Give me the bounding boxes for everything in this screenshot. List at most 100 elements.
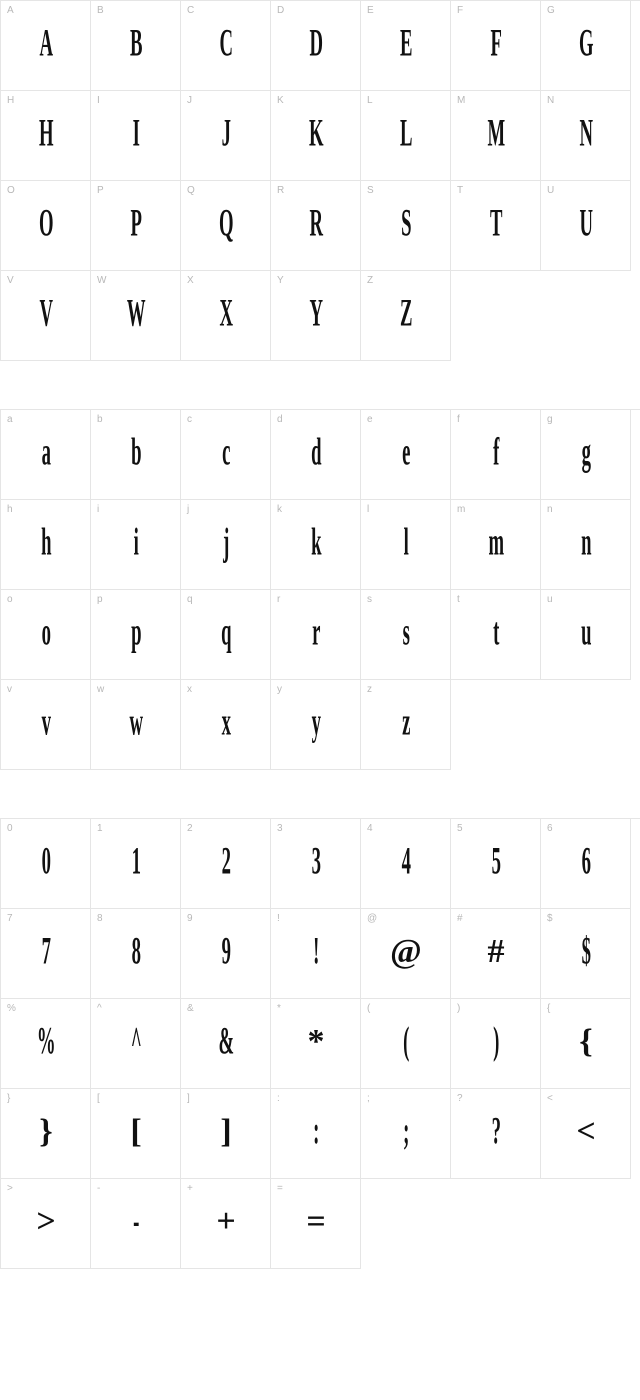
glyph-cell: OO	[1, 181, 91, 271]
glyph-cell-glyph: R	[309, 202, 322, 246]
glyph-cell: ::	[271, 1089, 361, 1179]
glyph-cell-label: @	[367, 913, 377, 924]
glyph-cell-glyph: =	[306, 1203, 324, 1241]
glyph-cell-label: 7	[7, 913, 13, 924]
glyph-cell-label: e	[367, 414, 373, 425]
glyph-cell-label: X	[187, 275, 194, 286]
glyph-cell: FF	[451, 1, 541, 91]
glyph-cell-glyph: W	[126, 292, 144, 336]
glyph-cell-glyph: F	[490, 22, 501, 66]
glyph-cell-label: +	[187, 1183, 193, 1194]
glyph-cell-label: J	[187, 95, 192, 106]
glyph-cell: MM	[451, 91, 541, 181]
glyph-cell: ;;	[361, 1089, 451, 1179]
glyph-cell-glyph: [	[130, 1113, 140, 1151]
glyph-cell-label: c	[187, 414, 192, 425]
glyph-cell: YY	[271, 271, 361, 361]
glyph-cell-glyph: C	[219, 22, 232, 66]
glyph-cell: dd	[271, 410, 361, 500]
glyph-cell-glyph: J	[221, 112, 230, 156]
glyph-cell: **	[271, 999, 361, 1089]
glyph-cell: ww	[91, 680, 181, 770]
glyph-cell-label: H	[7, 95, 14, 106]
glyph-cell: @@	[361, 909, 451, 999]
glyph-cell-glyph: 3	[311, 840, 320, 884]
glyph-cell-glyph: )	[493, 1020, 499, 1064]
glyph-cell: VV	[1, 271, 91, 361]
glyph-cell-label: j	[187, 504, 189, 515]
glyph-cell-label: N	[547, 95, 554, 106]
glyph-cell-label: P	[97, 185, 104, 196]
glyph-cell-label: K	[277, 95, 284, 106]
glyph-cell-glyph: S	[401, 202, 411, 246]
glyph-cell: UU	[541, 181, 631, 271]
glyph-cell: GG	[541, 1, 631, 91]
glyph-cell-glyph: Z	[400, 292, 412, 336]
glyph-cell: 33	[271, 819, 361, 909]
glyph-cell-label: Z	[367, 275, 373, 286]
glyph-cell-label: v	[7, 684, 12, 695]
glyph-cell-label: t	[457, 594, 460, 605]
glyph-cell: LL	[361, 91, 451, 181]
glyph-cell-label: 0	[7, 823, 13, 834]
glyph-cell: bb	[91, 410, 181, 500]
glyph-cell-label: 2	[187, 823, 193, 834]
glyph-cell: ee	[361, 410, 451, 500]
glyph-cell: tt	[451, 590, 541, 680]
glyph-cell-label: )	[457, 1003, 460, 1014]
glyph-cell-label: C	[187, 5, 194, 16]
glyph-cell: 99	[181, 909, 271, 999]
glyph-cell: BB	[91, 1, 181, 91]
glyph-cell: <<	[541, 1089, 631, 1179]
glyph-cell-glyph: o	[41, 611, 50, 655]
glyph-cell-label: A	[7, 5, 14, 16]
glyph-cell-label: q	[187, 594, 193, 605]
section-uppercase: AABBCCDDEEFFGGHHIIJJKKLLMMNNOOPPQQRRSSTT…	[0, 0, 640, 361]
glyph-cell: yy	[271, 680, 361, 770]
glyph-cell: hh	[1, 500, 91, 590]
glyph-cell-label: u	[547, 594, 553, 605]
glyph-cell: TT	[451, 181, 541, 271]
glyph-cell-label: >	[7, 1183, 13, 1194]
glyph-cell-label: [	[97, 1093, 100, 1104]
glyph-cell: SS	[361, 181, 451, 271]
glyph-cell-label: x	[187, 684, 192, 695]
glyph-cell: 22	[181, 819, 271, 909]
glyph-cell-label: f	[457, 414, 460, 425]
glyph-cell-glyph: 7	[41, 930, 50, 974]
glyph-cell-label: F	[457, 5, 463, 16]
glyph-cell: ((	[361, 999, 451, 1089]
glyph-cell-glyph: t	[493, 611, 499, 655]
glyph-cell: uu	[541, 590, 631, 680]
glyph-cell: KK	[271, 91, 361, 181]
glyph-cell-label: 1	[97, 823, 103, 834]
glyph-cell-glyph: }	[39, 1113, 51, 1151]
glyph-cell-label: Y	[277, 275, 284, 286]
glyph-cell: 00	[1, 819, 91, 909]
glyph-cell: mm	[451, 500, 541, 590]
glyph-cell-glyph: (	[403, 1020, 409, 1064]
glyph-cell: nn	[541, 500, 631, 590]
glyph-cell-label: i	[97, 504, 99, 515]
glyph-cell: aa	[1, 410, 91, 500]
glyph-cell-glyph: ;	[403, 1110, 409, 1154]
glyph-cell-glyph: %	[36, 1020, 54, 1064]
glyph-cell: XX	[181, 271, 271, 361]
glyph-cell: xx	[181, 680, 271, 770]
glyph-cell-glyph: X	[219, 292, 232, 336]
glyph-cell-glyph: !	[313, 930, 319, 974]
glyph-cell: ii	[91, 500, 181, 590]
glyph-cell: EE	[361, 1, 451, 91]
glyph-cell-glyph: M	[487, 112, 504, 156]
glyph-cell: DD	[271, 1, 361, 91]
glyph-cell: HH	[1, 91, 91, 181]
glyph-cell-label: =	[277, 1183, 283, 1194]
glyph-cell: ??	[451, 1089, 541, 1179]
glyph-cell-glyph: A	[39, 22, 52, 66]
glyph-cell-glyph: 0	[41, 840, 50, 884]
glyph-cell: ZZ	[361, 271, 451, 361]
glyph-cell: JJ	[181, 91, 271, 181]
glyph-cell: 11	[91, 819, 181, 909]
glyph-cell: 77	[1, 909, 91, 999]
glyph-cell-label: L	[367, 95, 373, 106]
